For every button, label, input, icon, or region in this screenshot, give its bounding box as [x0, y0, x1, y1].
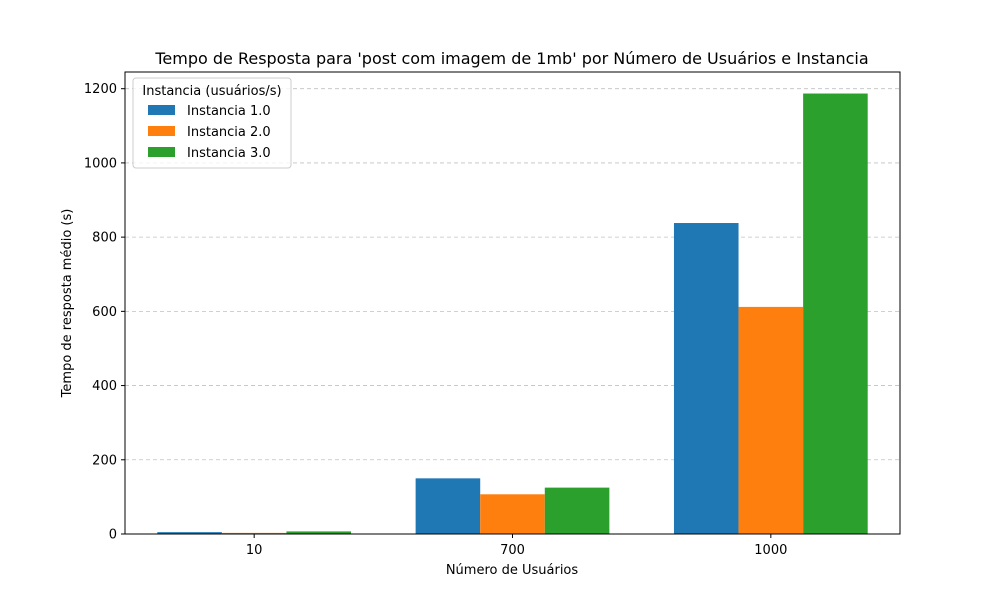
ticks-layer: 0 200 400 600 800 1000 1200 10 700 1000	[84, 82, 787, 558]
x-axis-label: Número de Usuários	[446, 563, 579, 578]
bar-instancia-1-0-700	[415, 478, 481, 534]
legend-frame	[132, 77, 292, 169]
x-tick-label: 700	[500, 543, 525, 558]
y-axis-label: Tempo de resposta médio (s)	[60, 209, 75, 399]
y-tick-label: 1200	[84, 82, 117, 97]
legend-swatch	[148, 105, 175, 115]
y-tick-label: 800	[92, 231, 117, 246]
y-tick-label: 200	[92, 453, 117, 468]
y-tick-label: 400	[92, 379, 117, 394]
chart-title: Tempo de Resposta para 'post com imagem …	[154, 49, 868, 68]
bars-layer	[157, 93, 868, 535]
legend-label: Instancia 2.0	[187, 125, 271, 140]
legend-label: Instancia 3.0	[187, 146, 271, 161]
legend: Instancia (usuários/s) Instancia 1.0Inst…	[132, 77, 292, 169]
bar-instancia-1-0-10	[157, 532, 222, 534]
y-tick-label: 600	[92, 305, 117, 320]
bar-instancia-3-0-10	[286, 531, 352, 534]
bar-instancia-3-0-1000	[803, 93, 868, 534]
legend-title: Instancia (usuários/s)	[142, 84, 281, 99]
legend-swatch	[148, 147, 175, 157]
x-tick-label: 10	[246, 543, 263, 558]
legend-items: Instancia 1.0 Instancia 2.0 Instancia 3.0	[148, 104, 271, 161]
bar-instancia-3-0-700	[544, 487, 610, 534]
bar-instancia-2-0-700	[480, 494, 545, 534]
bar-instancia-2-0-1000	[738, 306, 804, 534]
bar-instancia-1-0-1000	[673, 223, 739, 535]
y-tick-label: 0	[109, 528, 117, 543]
x-tick-label: 1000	[754, 543, 787, 558]
legend-swatch	[148, 126, 175, 136]
legend-label: Instancia 1.0	[187, 104, 271, 119]
bar-instancia-2-0-10	[221, 532, 287, 534]
y-tick-label: 1000	[84, 156, 117, 171]
